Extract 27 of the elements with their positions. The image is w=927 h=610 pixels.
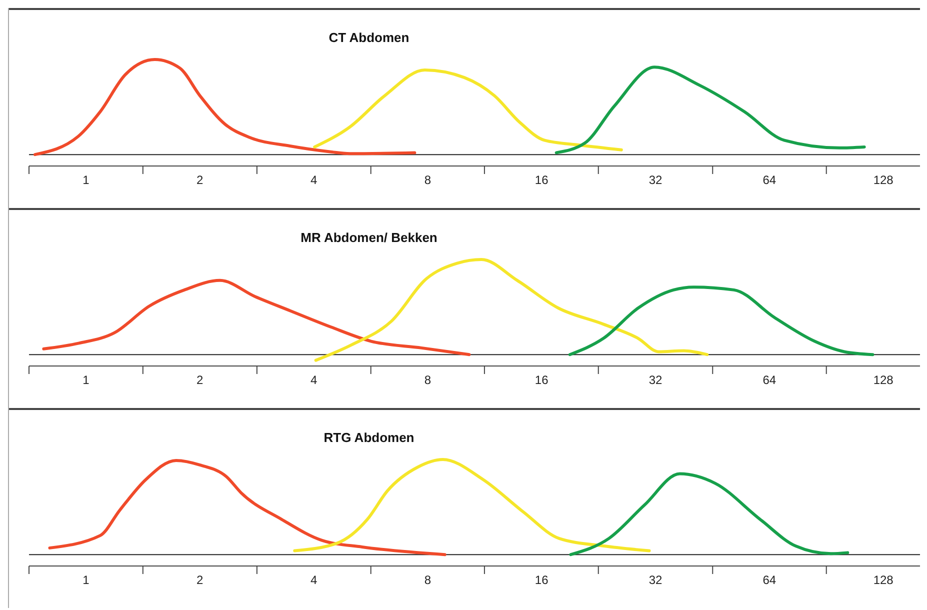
x-tick-label: 128 <box>873 373 894 387</box>
x-tick-label: 8 <box>424 373 432 387</box>
x-tick-label: 4 <box>310 373 318 387</box>
x-tick-label: 128 <box>873 573 894 587</box>
x-tick-label: 1 <box>82 373 90 387</box>
x-tick-label: 32 <box>648 573 663 587</box>
x-tick-label: 4 <box>310 173 318 187</box>
x-tick-label: 2 <box>196 573 204 587</box>
x-tick-label: 2 <box>196 173 204 187</box>
x-tick-label: 4 <box>310 573 318 587</box>
chart-title: RTG Abdomen <box>322 430 416 445</box>
x-tick-label: 64 <box>762 573 776 587</box>
x-tick-label: 64 <box>762 173 776 187</box>
x-tick-label: 64 <box>762 373 776 387</box>
chart-title: CT Abdomen <box>328 30 410 45</box>
x-tick-label: 16 <box>534 173 549 187</box>
x-tick-label: 8 <box>424 173 432 187</box>
x-tick-label: 8 <box>424 573 432 587</box>
x-tick-label: 1 <box>82 173 90 187</box>
chart-title: MR Abdomen/ Bekken <box>300 230 438 245</box>
x-tick-label: 32 <box>648 173 663 187</box>
x-tick-label: 16 <box>534 573 549 587</box>
x-tick-label: 128 <box>873 173 894 187</box>
x-tick-label: 1 <box>82 573 90 587</box>
x-tick-label: 32 <box>648 373 663 387</box>
x-tick-label: 16 <box>534 373 549 387</box>
x-tick-label: 2 <box>196 373 204 387</box>
